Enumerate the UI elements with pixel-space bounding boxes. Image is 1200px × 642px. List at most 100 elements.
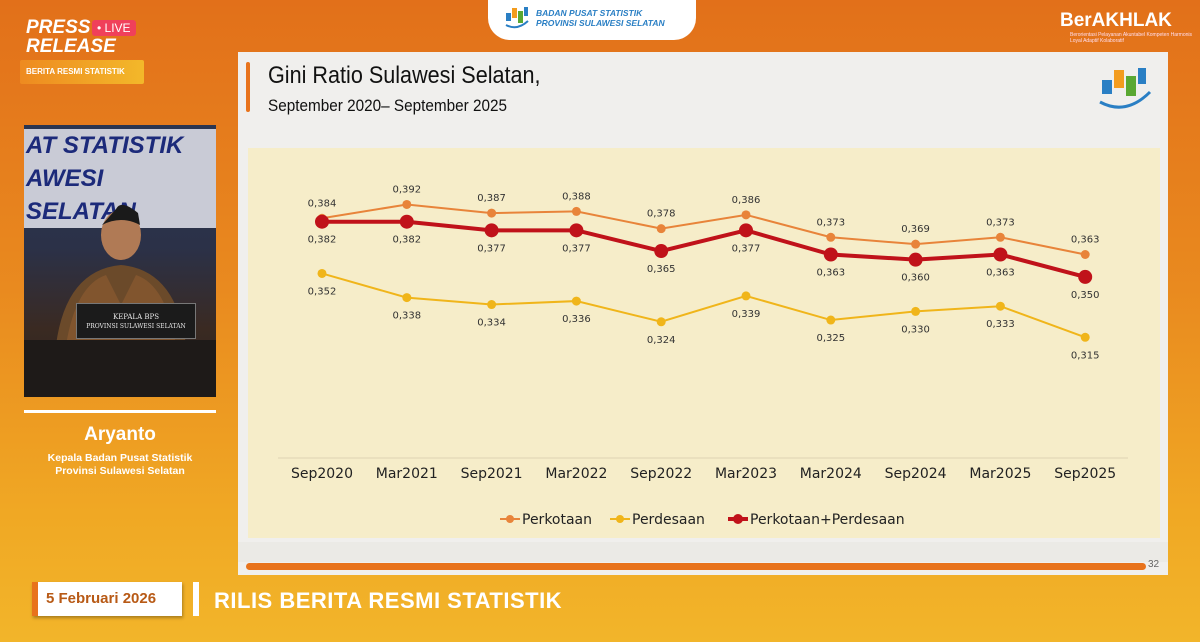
role-line2: Provinsi Sulawesi Selatan	[55, 465, 185, 477]
divider	[24, 410, 216, 413]
x-tick-label: Mar2023	[715, 466, 777, 482]
bps-logo-icon	[505, 7, 529, 29]
speaker-name: Aryanto	[84, 424, 156, 445]
press-release-label: PRESS RELEASE	[26, 17, 116, 57]
data-label: 0,338	[392, 311, 421, 322]
data-point	[399, 214, 414, 229]
legend-label: Perdesaan	[632, 512, 705, 528]
desk	[24, 340, 216, 397]
legend-label: Perkotaan+Perdesaan	[750, 512, 905, 528]
x-tick-label: Mar2025	[969, 466, 1031, 482]
slide-title: Gini Ratio Sulawesi Selatan,	[268, 62, 541, 89]
nameplate-line1: KEPALA BPS	[112, 313, 160, 321]
series-line-perkotaan	[321, 203, 1086, 256]
data-point	[484, 223, 499, 238]
data-label: 0,363	[986, 268, 1015, 279]
x-tick-label: Sep2024	[885, 466, 947, 482]
data-label: 0,360	[901, 273, 930, 284]
data-label: 0,373	[986, 217, 1015, 228]
data-point	[739, 223, 753, 238]
backdrop-banner: AT STATISTIK AWESI SELATAN	[24, 129, 216, 228]
data-point	[908, 252, 923, 267]
live-label: LIVE	[104, 21, 131, 35]
bps-name: BADAN PUSAT STATISTIK	[536, 8, 643, 18]
data-point	[1080, 250, 1090, 260]
data-point	[826, 232, 836, 242]
data-label: 0,373	[816, 217, 845, 228]
ticker-divider	[193, 582, 199, 616]
data-point	[995, 301, 1005, 311]
data-point	[993, 247, 1008, 262]
data-label: 0,365	[647, 264, 676, 275]
data-label: 0,382	[308, 235, 337, 246]
berakhlak-tagline: Berorientasi Pelayanan Akuntabel Kompete…	[1070, 32, 1193, 44]
x-tick-label: Mar2021	[376, 466, 438, 482]
nameplate: KEPALA BPS PROVINSI SULAWESI SELATAN	[76, 303, 196, 339]
data-label: 0,315	[1071, 350, 1100, 361]
data-point	[315, 214, 329, 229]
data-label: 0,324	[647, 335, 676, 346]
data-point	[487, 300, 497, 310]
data-point	[402, 293, 412, 303]
gini-line-chart: Sep2020 Mar2021 Sep2021 Mar2022 Sep2022 Mar20…	[278, 184, 1128, 528]
data-label: 0,350	[1071, 290, 1100, 301]
data-label: 0,352	[308, 286, 337, 297]
date-label: 5 Februari 2026	[32, 582, 182, 616]
data-point	[402, 199, 412, 209]
data-label: 0,369	[901, 224, 930, 235]
data-point	[317, 268, 327, 278]
data-point	[1078, 269, 1093, 284]
data-point	[571, 206, 581, 216]
data-point	[826, 315, 836, 325]
legend-label: Perkotaan	[522, 512, 592, 528]
legend-marker	[733, 514, 743, 524]
data-label: 0,377	[562, 243, 591, 254]
data-point	[571, 296, 581, 306]
live-badge: • LIVE	[92, 20, 136, 36]
slide-footer	[238, 542, 1168, 562]
data-point	[654, 244, 669, 259]
berita-resmi-badge: BERITA RESMI STATISTIK	[20, 60, 144, 84]
legend-marker	[616, 515, 624, 523]
data-label: 0,378	[647, 209, 676, 220]
bps-slide-logo-icon	[1099, 68, 1152, 109]
data-point	[823, 247, 838, 262]
data-label: 0,388	[562, 191, 591, 202]
bps-header-logo: BADAN PUSAT STATISTIK PROVINSI SULAWESI S…	[488, 0, 696, 40]
data-point	[911, 306, 921, 316]
data-point	[656, 317, 666, 327]
data-point	[911, 239, 921, 249]
data-label: 0,382	[392, 235, 421, 246]
data-point	[741, 210, 751, 220]
role-line1: Kepala Badan Pusat Statistik	[47, 452, 193, 464]
slide-subtitle: September 2020– September 2025	[268, 96, 508, 115]
series-line-perdesaan	[321, 272, 1086, 339]
data-label: 0,377	[477, 243, 506, 254]
chart-area	[248, 148, 1160, 538]
data-label: 0,386	[732, 195, 761, 206]
data-point	[569, 223, 584, 238]
x-tick-label: Sep2020	[291, 466, 353, 482]
data-label: 0,392	[392, 184, 421, 195]
x-tick-label: Sep2022	[630, 466, 692, 482]
series-line-perkotaan-perdesaan	[322, 219, 1086, 279]
speaker-role: Kepala Badan Pusat Statistik Provinsi Sul…	[24, 452, 216, 478]
data-point	[656, 224, 666, 234]
data-label: 0,384	[308, 198, 337, 209]
data-label: 0,336	[562, 314, 591, 325]
bps-province: PROVINSI SULAWESI SELATAN	[536, 18, 665, 28]
x-tick-label: Mar2022	[545, 466, 607, 482]
data-label: 0,363	[1071, 235, 1100, 246]
data-label: 0,334	[477, 318, 506, 329]
berakhlak-logo: BerAKHLAK	[1060, 10, 1172, 31]
nameplate-line2: PROVINSI SULAWESI SELATAN	[86, 323, 186, 330]
data-label: 0,333	[986, 319, 1015, 330]
data-label: 0,325	[816, 333, 845, 344]
x-tick-label: Mar2024	[800, 466, 862, 482]
ticker-title: RILIS BERITA RESMI STATISTIK	[214, 588, 563, 613]
data-label: 0,377	[732, 243, 761, 254]
presentation-slide: Gini Ratio Sulawesi Selatan, September 2…	[238, 52, 1168, 575]
page-number: 32	[1148, 559, 1160, 570]
data-point	[487, 208, 497, 218]
slide-progress-bar	[246, 563, 1146, 570]
